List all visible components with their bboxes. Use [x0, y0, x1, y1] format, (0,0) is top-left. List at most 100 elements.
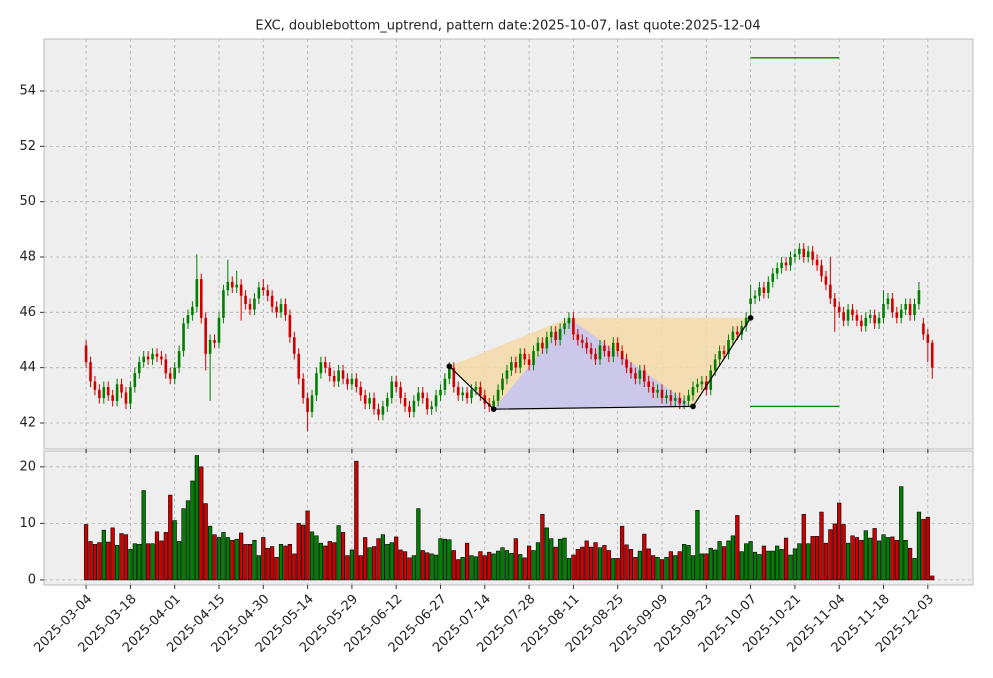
candle-body — [306, 398, 309, 412]
candle-body — [678, 398, 682, 404]
candle-body — [532, 351, 535, 365]
candle-body — [673, 398, 677, 401]
volume-bar — [655, 556, 660, 581]
volume-bar — [633, 556, 638, 581]
volume-bar — [230, 540, 235, 581]
volume-bar — [442, 538, 448, 581]
candle-body — [270, 295, 274, 307]
candle-body — [284, 304, 287, 316]
volume-bar — [841, 524, 846, 581]
candle-body — [580, 339, 584, 343]
candle-body — [377, 409, 380, 415]
volume-bar — [823, 542, 829, 581]
volume-bar — [500, 547, 505, 581]
y-tick-label: 46 — [19, 305, 36, 320]
volume-bar — [456, 559, 461, 581]
volume-bar — [744, 543, 749, 581]
volume-bar — [615, 558, 620, 581]
volume-bar — [247, 543, 253, 581]
candle-body — [824, 276, 828, 285]
candle-body — [527, 359, 531, 365]
volume-bar — [398, 549, 403, 581]
candle-body — [368, 398, 371, 404]
volume-bar — [620, 525, 625, 581]
candle-body — [111, 395, 114, 401]
candle-body — [789, 257, 792, 266]
candle-body — [324, 362, 327, 368]
candle-body — [403, 398, 407, 407]
candle-body — [483, 395, 487, 404]
candle-body — [620, 351, 624, 360]
volume-bar — [894, 540, 899, 581]
candle-body — [350, 378, 354, 385]
volume-bar — [775, 545, 780, 581]
volume-bar — [527, 545, 532, 581]
candle-body — [913, 304, 916, 316]
candle-body — [346, 378, 349, 385]
volume-bar — [208, 525, 213, 581]
volume-bar — [190, 480, 195, 581]
volume-bar — [212, 534, 217, 581]
candle-body — [173, 367, 176, 379]
candle-body — [682, 400, 686, 404]
candle-body — [611, 342, 615, 357]
candle-body — [439, 389, 442, 396]
candle-body — [315, 373, 318, 396]
candle-body — [399, 387, 402, 399]
candle-body — [372, 398, 376, 410]
volume-bar — [566, 558, 572, 581]
volume-bar — [730, 535, 735, 581]
volume-bar — [106, 541, 111, 581]
chart-title: EXC, doublebottom_uptrend, pattern date:… — [255, 19, 760, 34]
candle-body — [660, 389, 664, 399]
volume-bar — [216, 537, 222, 581]
volume-bar — [535, 542, 541, 581]
candle-body — [293, 337, 296, 354]
candle-body — [616, 342, 620, 352]
volume-bar — [522, 557, 527, 581]
candle-body — [815, 259, 819, 266]
y-tick-label: 50 — [19, 194, 36, 209]
candle-body — [474, 387, 478, 390]
volume-bar — [265, 547, 270, 581]
candle-body — [102, 387, 106, 399]
volume-bar — [540, 514, 545, 581]
candle-body — [917, 290, 921, 305]
volume-bar — [903, 540, 908, 581]
candle-body — [758, 287, 761, 296]
volume-bar — [868, 537, 873, 581]
volume-bar — [327, 541, 332, 581]
candle-body — [461, 392, 464, 396]
candle-body — [589, 348, 593, 354]
candle-body — [394, 381, 398, 388]
candle-body — [257, 287, 261, 299]
candle-body — [492, 400, 495, 407]
volume-bar — [363, 537, 368, 581]
candle-body — [235, 284, 239, 288]
volume-bar — [717, 541, 722, 581]
volume-bar — [602, 545, 607, 581]
volume-bar — [890, 536, 895, 581]
volume-bar — [752, 551, 758, 581]
volume-bar — [473, 556, 479, 581]
candle-body — [195, 279, 199, 307]
candle-body — [886, 298, 890, 305]
volume-bar — [292, 553, 297, 581]
candle-body — [563, 323, 566, 329]
volume-bar — [589, 546, 594, 581]
pattern-point — [747, 315, 754, 321]
candle-body — [860, 320, 863, 327]
candle-body — [146, 356, 150, 360]
candle-body — [115, 384, 119, 401]
volume-bar — [349, 549, 354, 581]
volume-bar — [185, 500, 191, 581]
volume-bar — [690, 555, 696, 581]
volume-bar — [695, 510, 700, 581]
candle-body — [261, 287, 265, 291]
candle-body — [465, 392, 469, 399]
volume-bar — [916, 511, 922, 581]
volume-bar — [354, 460, 359, 581]
volume-bar — [810, 536, 815, 581]
volume-bar — [447, 539, 452, 581]
candle-body — [607, 351, 611, 357]
